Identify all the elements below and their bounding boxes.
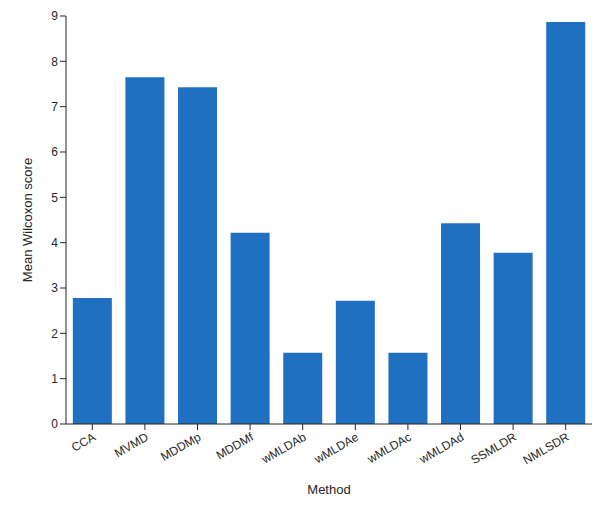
svg-text:CCA: CCA <box>69 430 98 455</box>
svg-text:0: 0 <box>51 417 58 431</box>
svg-text:wMLDAb: wMLDAb <box>258 430 308 467</box>
svg-text:8: 8 <box>51 55 58 69</box>
svg-text:SSMLDR: SSMLDR <box>469 430 520 467</box>
svg-text:Mean Wilcoxon score: Mean Wilcoxon score <box>20 158 35 282</box>
svg-text:MDDMp: MDDMp <box>158 430 203 464</box>
svg-text:MDDMf: MDDMf <box>214 430 257 463</box>
svg-text:3: 3 <box>51 281 58 295</box>
svg-text:Method: Method <box>307 482 350 497</box>
svg-text:2: 2 <box>51 327 58 341</box>
svg-text:7: 7 <box>51 100 58 114</box>
svg-text:5: 5 <box>51 191 58 205</box>
svg-text:wMLDAd: wMLDAd <box>416 430 466 467</box>
svg-text:6: 6 <box>51 145 58 159</box>
svg-text:1: 1 <box>51 372 58 386</box>
svg-text:NMLSDR: NMLSDR <box>521 430 572 468</box>
svg-text:4: 4 <box>51 236 58 250</box>
svg-text:wMLDAc: wMLDAc <box>364 430 413 467</box>
svg-text:9: 9 <box>51 9 58 23</box>
svg-text:MVMD: MVMD <box>112 430 151 461</box>
svg-text:wMLDAe: wMLDAe <box>311 430 361 467</box>
